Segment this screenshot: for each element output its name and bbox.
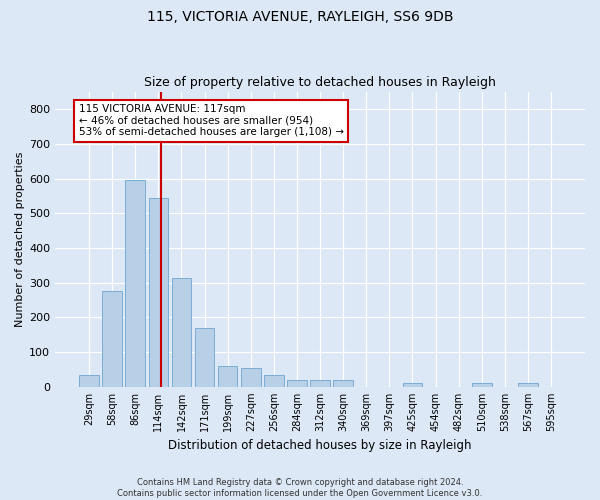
Bar	[172, 278, 191, 387]
Bar	[103, 292, 122, 387]
Bar	[264, 374, 284, 387]
Bar	[334, 380, 353, 387]
Text: 115, VICTORIA AVENUE, RAYLEIGH, SS6 9DB: 115, VICTORIA AVENUE, RAYLEIGH, SS6 9DB	[147, 10, 453, 24]
Bar	[287, 380, 307, 387]
Bar	[241, 368, 260, 387]
Bar	[310, 380, 330, 387]
Text: 115 VICTORIA AVENUE: 117sqm
← 46% of detached houses are smaller (954)
53% of se: 115 VICTORIA AVENUE: 117sqm ← 46% of det…	[79, 104, 344, 138]
Bar	[195, 328, 214, 387]
Bar	[79, 374, 99, 387]
Bar	[472, 384, 491, 387]
Title: Size of property relative to detached houses in Rayleigh: Size of property relative to detached ho…	[144, 76, 496, 90]
Text: Contains HM Land Registry data © Crown copyright and database right 2024.
Contai: Contains HM Land Registry data © Crown c…	[118, 478, 482, 498]
Bar	[403, 384, 422, 387]
Y-axis label: Number of detached properties: Number of detached properties	[15, 152, 25, 327]
Bar	[125, 180, 145, 387]
Bar	[149, 198, 168, 387]
Bar	[218, 366, 238, 387]
Bar	[518, 384, 538, 387]
X-axis label: Distribution of detached houses by size in Rayleigh: Distribution of detached houses by size …	[169, 440, 472, 452]
